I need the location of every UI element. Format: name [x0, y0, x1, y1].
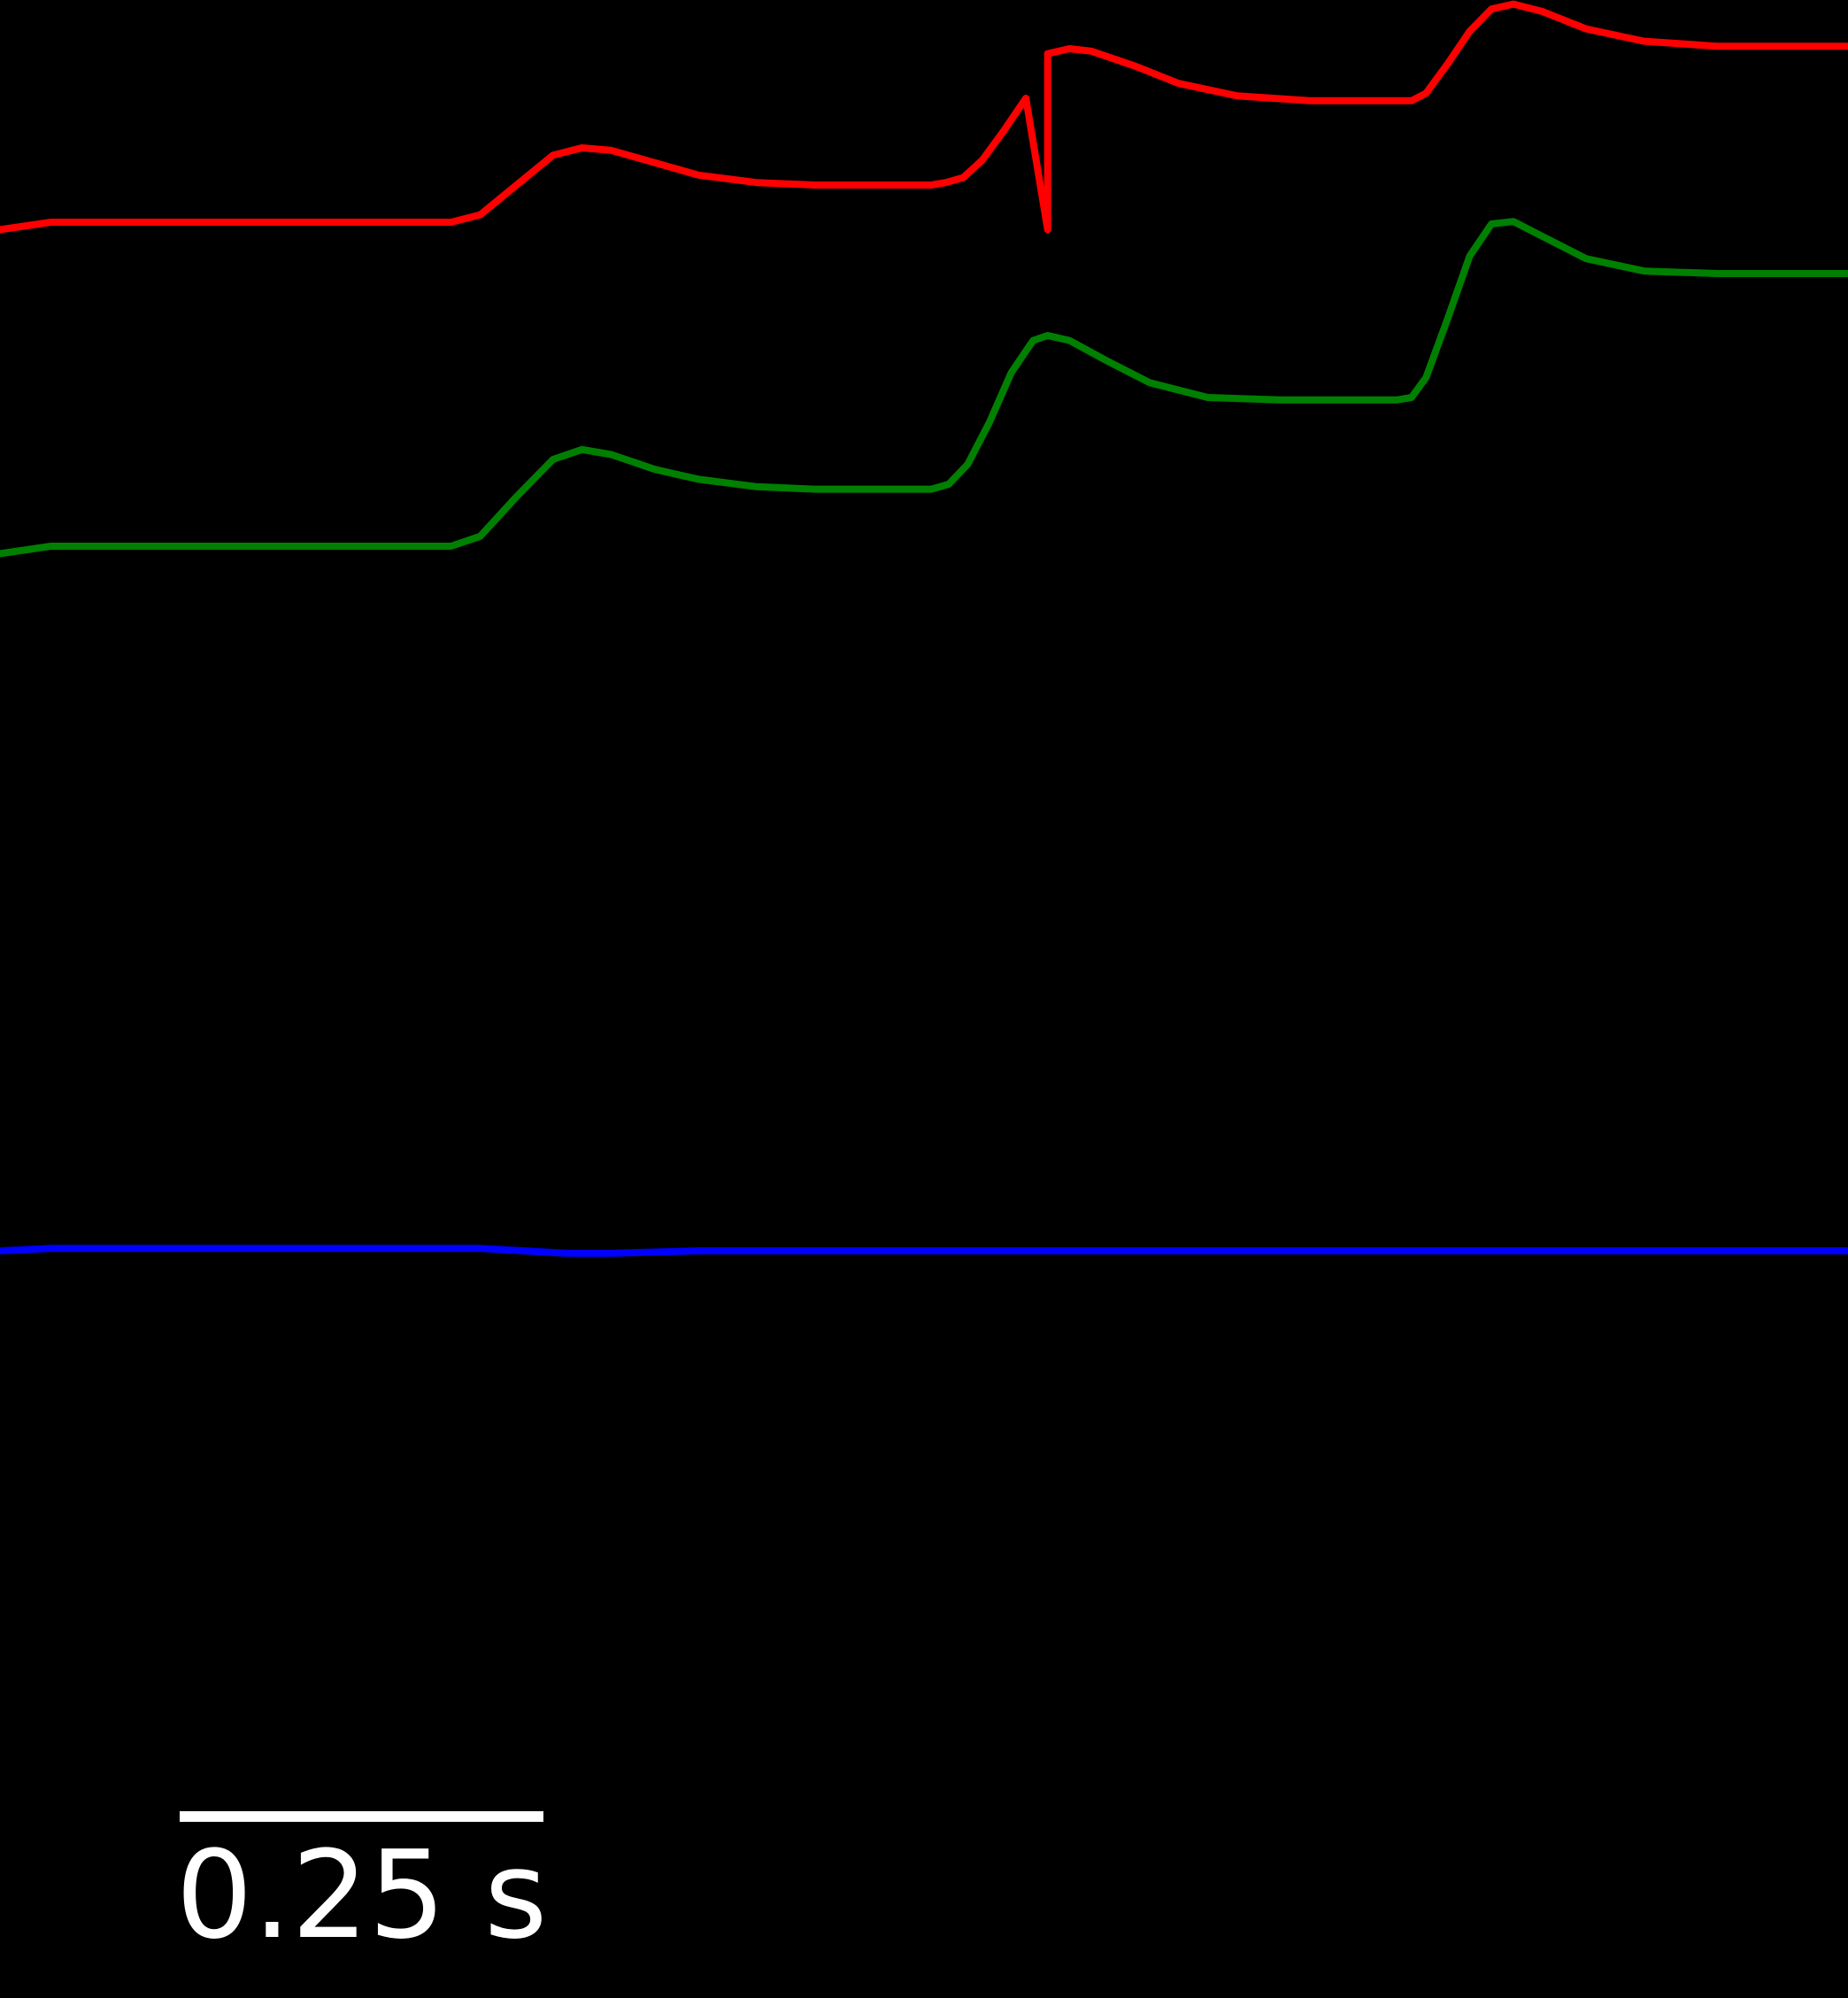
scale-bar: 0.25 s — [176, 1811, 548, 1966]
trace-line-1 — [0, 0, 1848, 234]
trace-line-3 — [0, 1245, 1848, 1257]
traces — [0, 0, 1848, 1257]
scale-bar-label: 0.25 s — [176, 1825, 548, 1966]
trace-line-2 — [0, 218, 1848, 558]
